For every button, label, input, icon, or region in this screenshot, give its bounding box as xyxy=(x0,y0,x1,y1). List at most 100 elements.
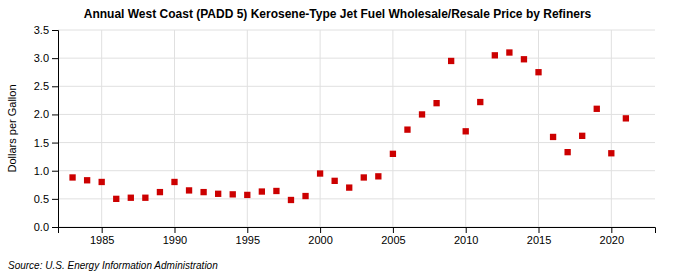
tick-mark xyxy=(52,171,58,172)
grid-line xyxy=(392,30,393,227)
tick-mark xyxy=(52,30,58,31)
tick-label: 1.5 xyxy=(34,137,49,149)
title: Annual West Coast (PADD 5) Kerosene-Type… xyxy=(84,7,592,21)
point xyxy=(579,133,585,139)
grid-line xyxy=(58,142,655,143)
tick: 1.5 xyxy=(34,137,58,149)
point xyxy=(550,134,556,140)
tick-mark xyxy=(52,143,58,144)
point xyxy=(433,100,439,106)
tick: 0.5 xyxy=(34,193,58,205)
tick-mark xyxy=(247,227,248,233)
tick-label: 2.0 xyxy=(34,108,49,120)
point xyxy=(564,149,570,155)
tick: 2010 xyxy=(454,227,478,246)
point xyxy=(317,170,323,176)
point xyxy=(463,128,469,134)
point xyxy=(186,187,192,193)
tick-mark xyxy=(52,114,58,115)
tick-label: 1985 xyxy=(90,234,114,246)
point xyxy=(404,126,410,132)
tick-mark xyxy=(611,227,612,233)
points xyxy=(69,49,629,203)
tick: 3.5 xyxy=(34,24,58,36)
tick: 2000 xyxy=(308,227,332,246)
tick-mark xyxy=(393,227,394,233)
point xyxy=(84,177,90,183)
tick-label: 2010 xyxy=(454,234,478,246)
tick-mark xyxy=(52,227,58,228)
tick: 1990 xyxy=(163,227,187,246)
point xyxy=(419,111,425,117)
point xyxy=(128,195,134,201)
y-axis: 0.0 0.5 1.0 1.5 2.0 2.5 3.0 3.5 xyxy=(34,24,59,233)
grid-line xyxy=(320,30,321,227)
point xyxy=(99,179,105,185)
point xyxy=(273,188,279,194)
y-axis-title: Dollars per Gallon xyxy=(6,84,18,172)
grid-line xyxy=(538,30,539,227)
tick: 2015 xyxy=(527,227,551,246)
grid-line xyxy=(58,86,655,87)
grid-line xyxy=(58,114,655,115)
point xyxy=(259,188,265,194)
chart: 1985 1990 1995 2000 2005 2010 2015 2020 0.0 0.5 1.… xyxy=(0,0,675,275)
tick-mark xyxy=(174,227,175,233)
point xyxy=(244,192,250,198)
tick: 2.5 xyxy=(34,80,58,92)
point xyxy=(361,174,367,180)
point xyxy=(608,150,614,156)
tick-label: 0.0 xyxy=(34,221,49,233)
point xyxy=(492,52,498,58)
point xyxy=(623,115,629,121)
point xyxy=(230,191,236,197)
axis-line xyxy=(52,31,59,228)
grid-line xyxy=(174,30,175,227)
tick-mark xyxy=(539,227,540,233)
tick-label: 3.5 xyxy=(34,24,49,36)
point xyxy=(521,56,527,62)
point xyxy=(200,189,206,195)
tick: 2.0 xyxy=(34,108,58,120)
point xyxy=(288,197,294,203)
tick-label: 2.5 xyxy=(34,80,49,92)
tick-label: 2020 xyxy=(600,234,624,246)
tick-mark xyxy=(52,86,58,87)
plot: 1985 1990 1995 2000 2005 2010 2015 2020 0.0 0.5 1.… xyxy=(34,24,656,246)
grid-line xyxy=(101,30,102,227)
tick: 1.0 xyxy=(34,165,58,177)
tick-label: 2005 xyxy=(381,234,405,246)
point xyxy=(171,179,177,185)
x-axis: 1985 1990 1995 2000 2005 2010 2015 2020 xyxy=(59,227,656,246)
grid-line xyxy=(58,30,655,31)
tick-mark xyxy=(52,199,58,200)
tick-mark xyxy=(52,58,58,59)
point xyxy=(215,191,221,197)
point xyxy=(535,69,541,75)
point xyxy=(594,106,600,112)
grid xyxy=(58,30,655,227)
point xyxy=(113,196,119,202)
point xyxy=(448,58,454,64)
tick: 3.0 xyxy=(34,52,58,64)
point xyxy=(69,174,75,180)
tick-mark xyxy=(320,227,321,233)
tick-label: 0.5 xyxy=(34,193,49,205)
tick-label: 3.0 xyxy=(34,52,49,64)
tick-mark xyxy=(466,227,467,233)
tick-label: 2015 xyxy=(527,234,551,246)
point xyxy=(331,178,337,184)
point xyxy=(390,151,396,157)
tick-label: 1990 xyxy=(163,234,187,246)
tick-label: 1995 xyxy=(236,234,260,246)
tick: 1995 xyxy=(236,227,260,246)
grid-line xyxy=(611,30,612,227)
tick: 1985 xyxy=(90,227,114,246)
tick-label: 2000 xyxy=(308,234,332,246)
axis-line xyxy=(59,228,656,234)
point xyxy=(142,195,148,201)
tick: 0.0 xyxy=(34,221,58,233)
point xyxy=(506,49,512,55)
tick-mark xyxy=(102,227,103,233)
tick: 2020 xyxy=(600,227,624,246)
